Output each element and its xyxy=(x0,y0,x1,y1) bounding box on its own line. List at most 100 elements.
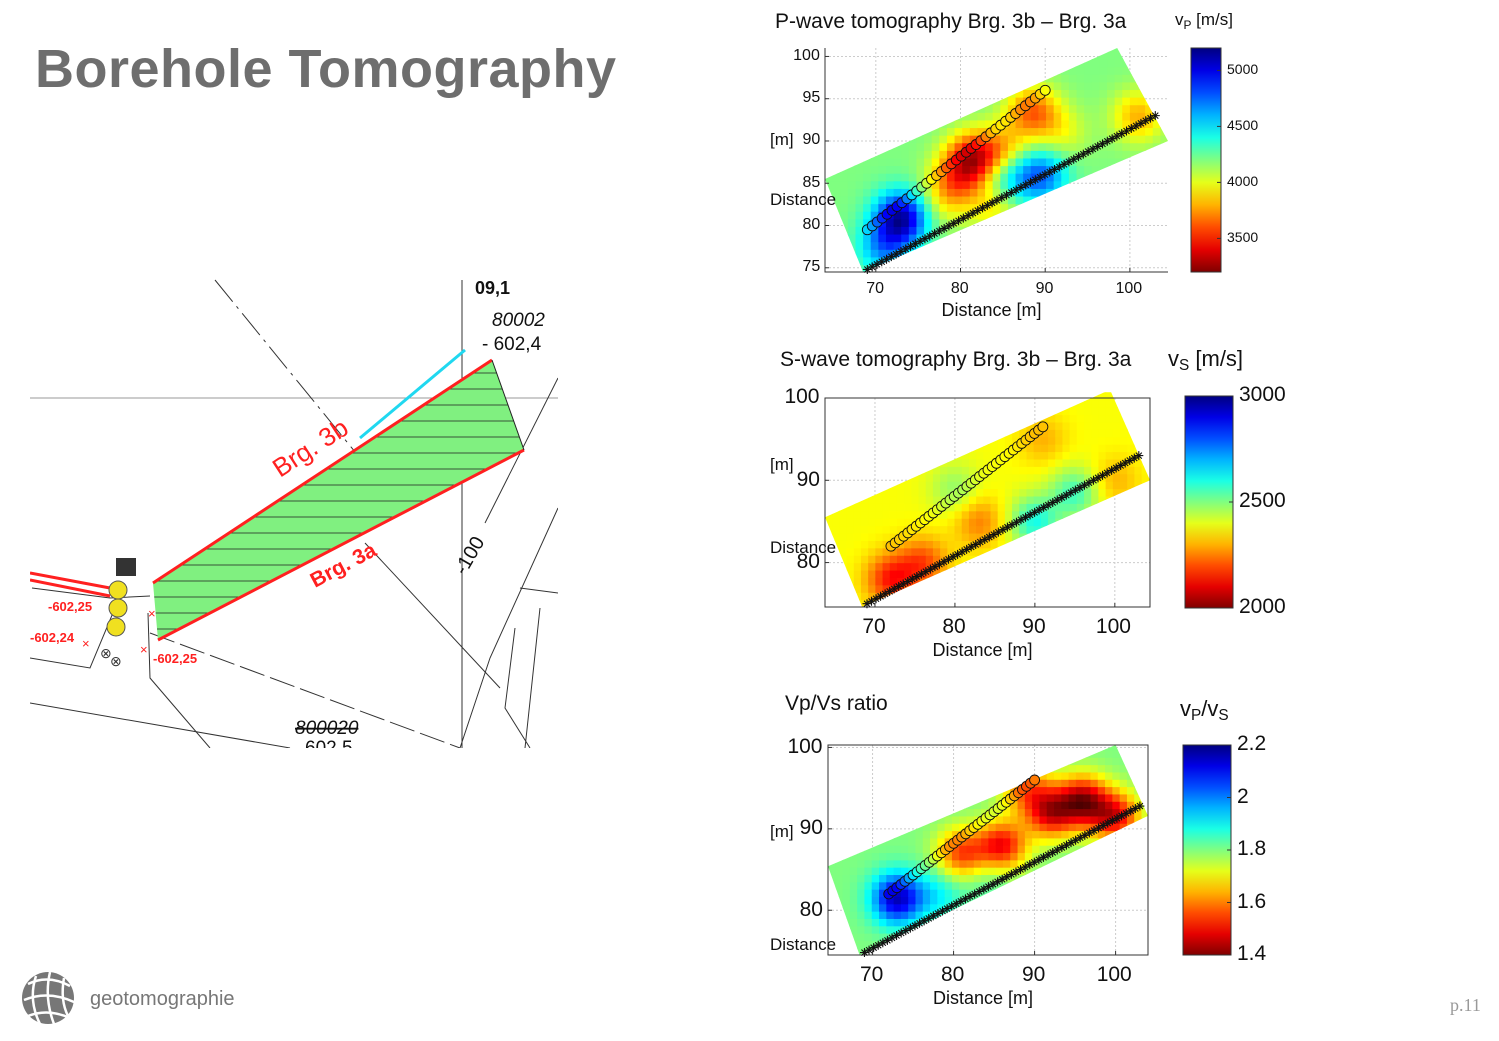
heatmap-cell xyxy=(1112,429,1121,438)
heatmap-cell xyxy=(1141,532,1150,541)
heatmap-cell xyxy=(1114,112,1123,121)
heatmap-cell xyxy=(1091,89,1100,98)
heatmap-cell xyxy=(1017,940,1026,949)
map-label-point-id-top: 80002 xyxy=(492,310,545,331)
heatmap-cell xyxy=(924,211,933,220)
heatmap-cell xyxy=(973,749,982,758)
heatmap-cell xyxy=(1061,786,1070,795)
heatmap-cell xyxy=(1083,745,1092,751)
heatmap-cell xyxy=(1152,264,1161,272)
receiver-asterisk xyxy=(882,254,892,264)
heatmap-cell xyxy=(1038,104,1047,113)
heatmap-cell xyxy=(1091,157,1100,167)
heatmap-cell xyxy=(1076,66,1085,75)
heatmap-cell xyxy=(1090,757,1099,766)
heatmap-cell xyxy=(1145,58,1154,68)
heatmap-cell xyxy=(1002,764,1011,773)
heatmap-cell xyxy=(961,495,970,504)
heatmap-cell xyxy=(863,51,872,60)
heatmap-cell xyxy=(946,48,956,52)
heatmap-cell xyxy=(1062,592,1071,601)
heatmap-cell xyxy=(1107,249,1116,258)
heatmap-cell xyxy=(985,112,994,121)
heatmap-cell xyxy=(886,830,895,839)
heatmap-cell xyxy=(1107,74,1116,83)
heatmap-cell xyxy=(840,233,849,243)
heatmap-cell xyxy=(863,233,872,243)
heatmap-cell xyxy=(1039,837,1048,846)
heatmap-cell xyxy=(1019,599,1028,607)
heatmap-cell xyxy=(839,592,848,601)
heatmap-cell xyxy=(870,127,879,136)
heatmap-cell xyxy=(904,407,912,416)
x-mark: × xyxy=(148,606,156,621)
heatmap-cell xyxy=(1114,150,1123,159)
heatmap-cell xyxy=(922,933,931,941)
heatmap-cell xyxy=(1012,421,1020,430)
heatmap-cell xyxy=(1120,451,1128,460)
heatmap-cell xyxy=(930,735,938,743)
heatmap-cell xyxy=(863,256,872,265)
heatmap-cell xyxy=(988,815,997,824)
heatmap-cell xyxy=(871,918,880,927)
heatmap-cell xyxy=(1099,150,1108,159)
heatmap-cell xyxy=(857,896,866,905)
heatmap-cell xyxy=(1053,97,1062,106)
heatmap-cell xyxy=(1105,525,1114,534)
heatmap-cell xyxy=(924,127,933,136)
heatmap-cell xyxy=(1040,429,1049,438)
heatmap-cell xyxy=(1099,173,1108,182)
heatmap-cell xyxy=(842,940,851,949)
heatmap-cell xyxy=(842,925,851,934)
heatmap-cell xyxy=(908,823,917,832)
heatmap-cell xyxy=(924,226,933,235)
heatmap-cell xyxy=(1090,874,1099,883)
heatmap-cell xyxy=(1046,918,1055,927)
receiver-asterisk xyxy=(934,226,944,236)
heatmap-cell xyxy=(1122,211,1131,220)
heatmap-cell xyxy=(901,203,910,212)
heatmap-cell xyxy=(853,577,862,586)
heatmap-cell xyxy=(839,555,848,564)
heatmap-cell xyxy=(1075,874,1084,883)
heatmap-cell xyxy=(1032,896,1041,905)
heatmap-cell xyxy=(870,188,879,197)
heatmap-cell xyxy=(1134,745,1143,751)
heatmap-cell xyxy=(954,104,963,113)
heatmap-cell xyxy=(1091,127,1100,136)
heatmap-cell xyxy=(973,830,982,839)
heatmap-cell xyxy=(1107,104,1116,113)
heatmap-cell xyxy=(885,264,895,272)
heatmap-cell xyxy=(1119,940,1128,949)
heatmap-cell xyxy=(832,429,840,438)
heatmap-cell xyxy=(893,837,902,846)
heatmap-cell xyxy=(961,392,970,401)
heatmap-cell xyxy=(954,173,963,182)
heatmap-cell xyxy=(1017,859,1026,868)
heatmap-cell xyxy=(1023,165,1032,174)
heatmap-cell xyxy=(1105,532,1114,541)
heatmap-cell xyxy=(840,249,849,258)
heatmap-cell xyxy=(1122,226,1131,235)
heatmap-cell xyxy=(835,867,844,876)
heatmap-cell xyxy=(863,203,872,212)
heatmap-cell xyxy=(835,852,844,861)
heatmap-cell xyxy=(922,889,931,897)
heatmap-cell xyxy=(1105,867,1113,876)
heatmap-cell xyxy=(842,808,851,817)
heatmap-cell xyxy=(1091,547,1100,556)
heatmap-cell xyxy=(1062,562,1071,571)
heatmap-cell xyxy=(940,540,948,549)
heatmap-cell xyxy=(1062,525,1071,534)
heatmap-cell xyxy=(1002,808,1011,817)
heatmap-cell xyxy=(922,771,931,780)
heatmap-cell xyxy=(1112,518,1121,527)
heatmap-cell xyxy=(1112,488,1121,497)
heatmap-cell xyxy=(1007,241,1017,250)
heatmap-cell xyxy=(1061,127,1070,136)
heatmap-cell xyxy=(1053,58,1062,68)
colorbar-tick-label: 1.6 xyxy=(1237,889,1267,913)
heatmap-cell xyxy=(911,510,920,519)
heatmap-cell xyxy=(1048,436,1056,445)
heatmap-cell xyxy=(954,421,963,430)
